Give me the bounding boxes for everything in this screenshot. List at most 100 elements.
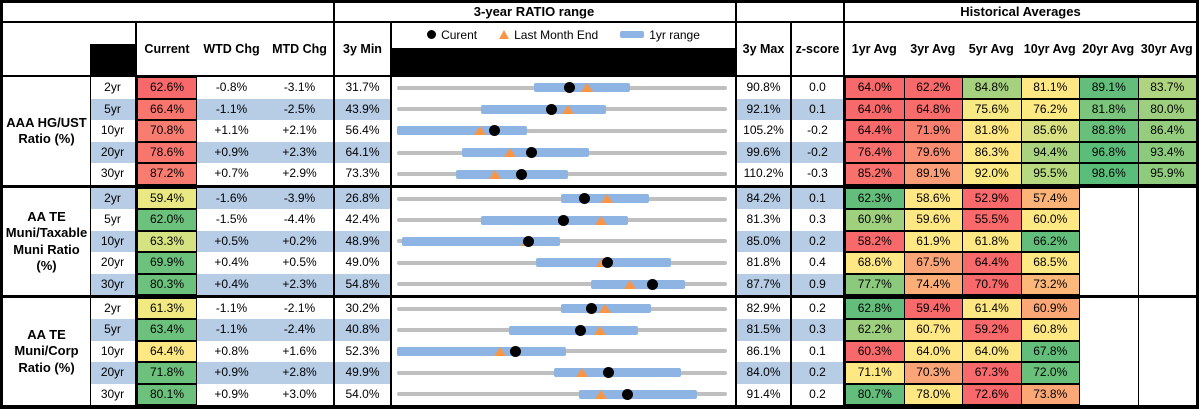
avg-cell: 88.8%	[1079, 120, 1139, 142]
avg-cell-empty	[1137, 209, 1197, 231]
three-year-range-line	[397, 239, 727, 244]
wtd-chg-cell: +0.5%	[197, 230, 266, 253]
one-year-range-bar	[456, 169, 568, 179]
current-marker	[601, 257, 613, 269]
three-year-max-cell: 110.2%	[737, 163, 790, 185]
avg-cell: 93.4%	[1137, 141, 1197, 164]
z-score-cell: 0.1	[792, 340, 843, 363]
current-value-cell: 62.0%	[137, 209, 197, 231]
avg-cell: 71.1%	[845, 362, 905, 384]
avg-cell-empty	[1079, 383, 1139, 405]
legend-current-label: Curent	[441, 27, 478, 42]
tenor-label: 2yr	[90, 77, 135, 99]
avg-cell: 58.2%	[845, 230, 905, 253]
last-month-end-marker	[575, 368, 588, 378]
tenor-label: 20yr	[90, 252, 135, 274]
current-dot-icon	[427, 30, 437, 39]
avg-cell-empty	[1079, 188, 1139, 210]
tenor-label: 5yr	[90, 319, 135, 341]
avg-cell: 75.6%	[962, 98, 1022, 121]
current-marker	[647, 278, 659, 290]
legend-1yr-range-label: 1yr range	[649, 27, 700, 42]
one-year-range-bar	[480, 215, 628, 225]
one-year-range-bar	[553, 368, 681, 378]
three-year-max-cell: 91.4%	[737, 383, 790, 405]
three-year-max-cell: 85.0%	[737, 230, 790, 253]
tenor-label: 2yr	[90, 298, 135, 320]
three-year-max-cell: 81.5%	[737, 319, 790, 341]
three-year-min-cell: 48.9%	[335, 230, 390, 253]
avg-cell: 60.8%	[1020, 319, 1080, 341]
border-bottom	[0, 405, 1199, 409]
three-year-max-cell: 92.1%	[737, 98, 790, 121]
three-year-max-cell: 90.8%	[737, 77, 790, 99]
one-year-range-bar	[397, 126, 527, 136]
current-value-cell: 66.4%	[137, 98, 197, 121]
three-year-min-cell: 40.8%	[335, 319, 390, 341]
current-marker	[515, 168, 527, 180]
one-year-range-bar	[462, 148, 590, 158]
avg-cell: 59.2%	[962, 319, 1022, 341]
chart-legend: Curent Last Month End 1yr range	[392, 21, 735, 48]
last-month-end-triangle-icon	[499, 30, 510, 39]
tenor-label: 10yr	[90, 340, 135, 363]
one-year-range-bar	[401, 236, 560, 246]
avg-cell: 76.2%	[1020, 98, 1080, 121]
section-title-3y-ratio-range: 3-year RATIO range	[473, 4, 595, 19]
avg-cell: 81.8%	[1079, 98, 1139, 121]
grid-vline	[735, 3, 737, 405]
col-header-wtd-chg: WTD Chg	[203, 42, 260, 56]
last-month-end-marker	[600, 194, 613, 204]
range-chart-row	[392, 209, 735, 231]
wtd-chg-cell: +0.7%	[197, 163, 266, 185]
z-score-cell: -0.2	[792, 120, 843, 142]
last-month-end-marker	[562, 104, 575, 114]
three-year-max-cell: 86.1%	[737, 340, 790, 363]
avg-cell: 67.3%	[962, 362, 1022, 384]
avg-cell-empty	[1079, 362, 1139, 384]
range-chart-row	[392, 141, 735, 164]
wtd-chg-cell: -1.6%	[197, 188, 266, 210]
avg-cell-empty	[1079, 319, 1139, 341]
range-chart-row	[392, 273, 735, 295]
avg-cell: 81.1%	[1020, 77, 1080, 99]
avg-cell: 62.3%	[845, 188, 905, 210]
avg-cell: 61.4%	[962, 298, 1022, 320]
avg-cell: 80.7%	[845, 383, 905, 405]
z-score-cell: 0.2	[792, 298, 843, 320]
tenor-label: 30yr	[90, 273, 135, 295]
z-score-cell: 0.0	[792, 77, 843, 99]
mtd-chg-cell: +3.0%	[266, 383, 333, 405]
avg-cell-empty	[1137, 383, 1197, 405]
avg-cell: 60.0%	[1020, 209, 1080, 231]
last-month-end-marker	[623, 279, 636, 289]
current-marker	[488, 125, 500, 137]
col-header-3yr-avg: 3yr Avg	[910, 42, 956, 56]
legend-item-current: Curent	[427, 28, 477, 42]
wtd-chg-cell: +1.1%	[197, 120, 266, 142]
avg-cell: 60.7%	[903, 319, 963, 341]
mtd-chg-cell: -2.4%	[266, 319, 333, 341]
avg-cell: 95.9%	[1137, 163, 1197, 185]
wtd-chg-cell: -1.1%	[197, 298, 266, 320]
mtd-chg-cell: -3.9%	[266, 188, 333, 210]
avg-cell: 98.6%	[1079, 163, 1139, 185]
border-top	[0, 0, 1199, 3]
avg-cell: 70.3%	[903, 362, 963, 384]
range-chart-row	[392, 98, 735, 121]
avg-cell: 60.9%	[1020, 298, 1080, 320]
mtd-chg-cell: -3.1%	[266, 77, 333, 99]
avg-cell: 64.0%	[903, 340, 963, 363]
one-year-range-bar	[480, 104, 606, 114]
wtd-chg-cell: +0.9%	[197, 383, 266, 405]
avg-cell: 58.6%	[903, 188, 963, 210]
grid-hline	[3, 75, 1196, 77]
range-chart-row	[392, 383, 735, 405]
avg-cell: 68.5%	[1020, 252, 1080, 274]
avg-cell: 84.8%	[962, 77, 1022, 99]
border-right	[1196, 0, 1199, 409]
three-year-max-cell: 84.2%	[737, 188, 790, 210]
mtd-chg-cell: +2.8%	[266, 362, 333, 384]
range-chart-row	[392, 163, 735, 185]
